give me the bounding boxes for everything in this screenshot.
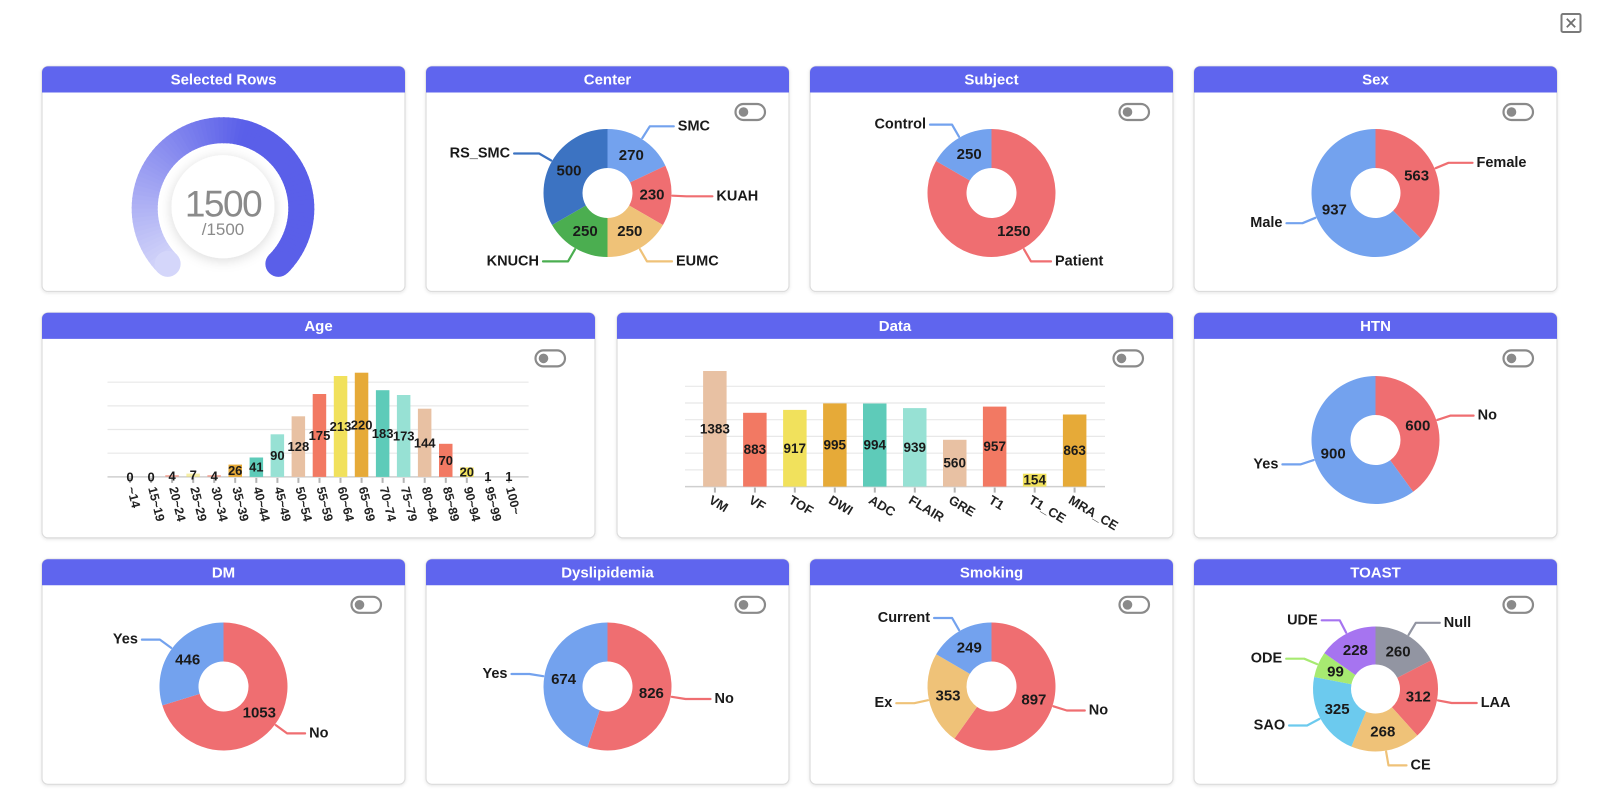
svg-text:260: 260	[1386, 643, 1411, 660]
svg-text:UDE: UDE	[1287, 612, 1318, 628]
svg-text:/1500: /1500	[202, 220, 245, 239]
svg-text:ODE: ODE	[1251, 651, 1283, 667]
svg-text:230: 230	[639, 186, 664, 203]
svg-text:Female: Female	[1477, 155, 1527, 171]
svg-text:1383: 1383	[700, 421, 731, 436]
svg-text:957: 957	[983, 439, 1006, 454]
svg-text:41: 41	[249, 460, 263, 475]
svg-text:863: 863	[1063, 443, 1086, 458]
svg-text:500: 500	[556, 162, 581, 179]
svg-text:Yes: Yes	[1253, 456, 1278, 472]
svg-text:994: 994	[864, 438, 887, 453]
svg-text:Data: Data	[879, 318, 912, 335]
svg-text:897: 897	[1021, 692, 1046, 709]
svg-text:Male: Male	[1250, 215, 1282, 231]
svg-text:560: 560	[943, 456, 966, 471]
svg-text:446: 446	[175, 652, 200, 669]
svg-text:Yes: Yes	[113, 632, 138, 648]
svg-text:T1: T1	[986, 492, 1007, 513]
svg-text:Dyslipidemia: Dyslipidemia	[561, 564, 654, 581]
svg-text:250: 250	[617, 223, 642, 240]
svg-text:250: 250	[957, 146, 982, 163]
svg-text:KUAH: KUAH	[716, 188, 758, 204]
svg-text:~14: ~14	[124, 485, 143, 509]
svg-text:325: 325	[1325, 701, 1350, 718]
svg-text:CE: CE	[1411, 757, 1431, 773]
svg-text:Age: Age	[304, 318, 332, 335]
svg-text:995: 995	[824, 438, 847, 453]
svg-text:Smoking: Smoking	[960, 564, 1023, 581]
svg-text:SMC: SMC	[678, 118, 711, 134]
svg-text:VF: VF	[746, 492, 768, 513]
svg-text:353: 353	[935, 687, 960, 704]
svg-text:Subject: Subject	[964, 71, 1018, 88]
svg-text:SAO: SAO	[1254, 718, 1285, 734]
svg-text:99: 99	[1327, 664, 1344, 681]
svg-text:Selected Rows: Selected Rows	[171, 71, 277, 88]
svg-text:883: 883	[744, 442, 767, 457]
svg-text:900: 900	[1321, 445, 1346, 462]
svg-text:917: 917	[784, 441, 807, 456]
svg-text:Null: Null	[1444, 615, 1471, 631]
svg-text:1500: 1500	[185, 183, 262, 224]
svg-text:270: 270	[619, 147, 644, 164]
svg-text:20: 20	[460, 465, 474, 480]
svg-text:No: No	[1089, 703, 1108, 719]
svg-text:1: 1	[505, 469, 512, 484]
svg-text:Current: Current	[878, 610, 931, 626]
svg-text:No: No	[309, 725, 328, 741]
svg-text:312: 312	[1406, 688, 1431, 705]
svg-text:26: 26	[228, 463, 242, 478]
svg-text:249: 249	[957, 639, 982, 656]
svg-text:No: No	[1478, 408, 1497, 424]
svg-text:268: 268	[1370, 723, 1395, 740]
svg-text:0: 0	[147, 469, 154, 484]
svg-text:RS_SMC: RS_SMC	[450, 146, 511, 162]
svg-text:70: 70	[439, 453, 453, 468]
svg-text:Sex: Sex	[1362, 71, 1389, 88]
svg-text:KNUCH: KNUCH	[487, 253, 539, 269]
svg-text:1250: 1250	[997, 223, 1030, 240]
svg-text:220: 220	[351, 417, 373, 432]
svg-text:1: 1	[484, 469, 491, 484]
svg-text:939: 939	[904, 440, 927, 455]
svg-text:TOAST: TOAST	[1350, 564, 1401, 581]
svg-text:937: 937	[1322, 202, 1347, 219]
svg-text:183: 183	[372, 426, 394, 441]
svg-text:674: 674	[551, 671, 577, 688]
svg-text:1053: 1053	[243, 704, 276, 721]
svg-text:No: No	[715, 691, 734, 707]
svg-text:Control: Control	[874, 117, 926, 133]
svg-text:90: 90	[270, 448, 284, 463]
svg-text:Center: Center	[584, 71, 632, 88]
svg-text:4: 4	[168, 469, 176, 484]
svg-text:Patient: Patient	[1055, 253, 1104, 269]
svg-text:100~: 100~	[503, 485, 523, 516]
svg-text:4: 4	[211, 469, 219, 484]
svg-text:826: 826	[639, 685, 664, 702]
svg-text:600: 600	[1405, 418, 1430, 435]
svg-text:DM: DM	[212, 564, 235, 581]
svg-text:EUMC: EUMC	[676, 253, 719, 269]
svg-text:144: 144	[414, 435, 436, 450]
svg-text:228: 228	[1343, 642, 1368, 659]
svg-text:Yes: Yes	[483, 666, 508, 682]
svg-text:Ex: Ex	[875, 695, 893, 711]
svg-text:0: 0	[126, 469, 133, 484]
svg-text:213: 213	[330, 419, 352, 434]
svg-text:154: 154	[1023, 473, 1046, 488]
svg-text:175: 175	[309, 428, 331, 443]
svg-text:563: 563	[1404, 168, 1429, 185]
svg-text:LAA: LAA	[1481, 695, 1511, 711]
svg-text:128: 128	[288, 439, 310, 454]
svg-text:173: 173	[393, 428, 415, 443]
svg-text:7: 7	[190, 468, 197, 483]
svg-text:250: 250	[573, 223, 598, 240]
svg-text:HTN: HTN	[1360, 318, 1391, 335]
